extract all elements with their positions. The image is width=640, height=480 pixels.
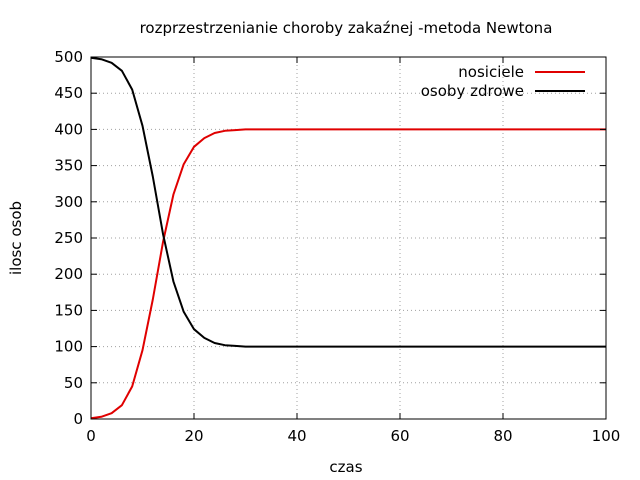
y-tick-label: 0: [73, 410, 83, 428]
y-tick-label: 300: [54, 193, 83, 211]
y-axis-label: ilosc osob: [7, 201, 25, 275]
x-tick-label: 0: [86, 427, 96, 445]
x-tick-label: 40: [287, 427, 306, 445]
y-tick-label: 350: [54, 157, 83, 175]
grid-lines: [91, 57, 606, 419]
x-tick-label: 60: [390, 427, 409, 445]
plot-frame: [90, 56, 607, 420]
x-axis-label: czas: [329, 458, 362, 476]
y-tick-label: 400: [54, 120, 83, 138]
legend: nosiciele osoby zdrowe: [421, 63, 585, 100]
y-tick-label: 200: [54, 265, 83, 283]
y-tick-label: 50: [64, 374, 83, 392]
series-layer: [90, 56, 606, 420]
y-tick-label: 450: [54, 84, 83, 102]
axis-ticks: 0 20 40 60 80 100 0 50 100 150 200 250 300 350 400 450 5…: [54, 48, 620, 445]
series-line-osoby-zdrowe: [90, 56, 606, 348]
legend-label-osoby-zdrowe: osoby zdrowe: [421, 82, 524, 100]
chart-title: rozprzestrzenianie choroby zakaźnej -met…: [140, 19, 553, 37]
y-tick-label: 500: [54, 48, 83, 66]
x-tick-label: 20: [184, 427, 203, 445]
y-tick-label: 250: [54, 229, 83, 247]
series-line-nosiciele: [90, 128, 606, 420]
y-tick-label: 100: [54, 338, 83, 356]
y-tick-label: 150: [54, 301, 83, 319]
x-tick-label: 80: [493, 427, 512, 445]
x-tick-label: 100: [592, 427, 621, 445]
legend-label-nosiciele: nosiciele: [458, 63, 524, 81]
